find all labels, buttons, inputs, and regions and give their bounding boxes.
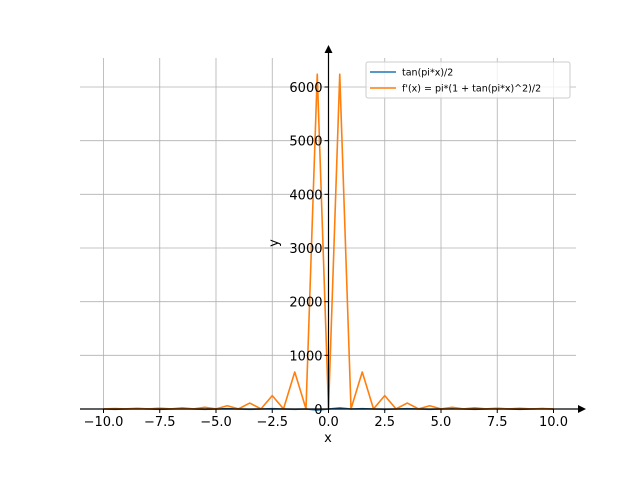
y-tick-label-5: 5000 — [289, 135, 322, 150]
y-tick-label-6: 6000 — [289, 81, 322, 96]
y-tick-label-0: 0 — [314, 403, 322, 418]
y-tick-label-2: 2000 — [289, 296, 322, 311]
x-tick-label-0: −10.0 — [84, 415, 124, 430]
y-tick-label-4: 4000 — [289, 188, 322, 203]
x-tick-label-4: 0.0 — [318, 415, 339, 430]
x-tick-label-1: −7.5 — [144, 415, 176, 430]
x-axis-arrow — [578, 405, 586, 413]
x-tick-label-6: 5.0 — [431, 415, 452, 430]
legend-label-series-1: tan(pi*x)/2 — [402, 68, 453, 79]
x-tick-label-5: 2.5 — [374, 415, 395, 430]
y-axis-arrow — [324, 45, 333, 53]
legend-label-series-2: f'(x) = pi*(1 + tan(pi*x)^2)/2 — [402, 84, 541, 95]
x-tick-label-7: 7.5 — [487, 415, 508, 430]
x-axis-label: x — [324, 431, 332, 446]
legend-box — [365, 61, 571, 99]
y-tick-label-1: 1000 — [289, 349, 322, 364]
y-tick-label-3: 3000 — [289, 242, 322, 257]
y-axis-label: y — [267, 239, 282, 247]
ticks: −10.0 −7.5 −5.0 −2.5 0.0 2.5 5.0 7.5 10.0 0 1000 20… — [84, 81, 568, 430]
x-tick-label-3: −2.5 — [256, 415, 288, 430]
legend: tan(pi*x)/2 f'(x) = pi*(1 + tan(pi*x)^2)… — [365, 61, 571, 99]
axes — [80, 45, 586, 413]
x-tick-label-8: 10.0 — [539, 415, 568, 430]
x-tick-label-2: −5.0 — [200, 415, 232, 430]
